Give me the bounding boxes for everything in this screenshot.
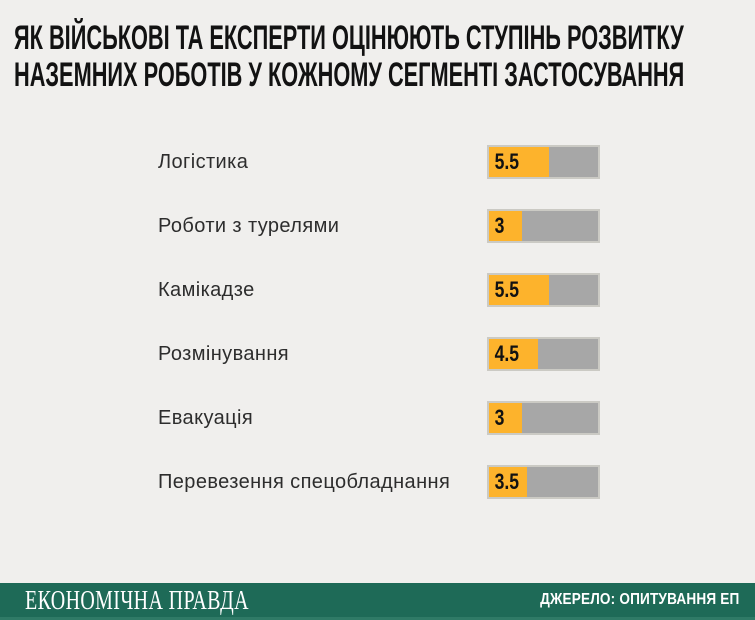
chart-title: ЯК ВІЙСЬКОВІ ТА ЕКСПЕРТИ ОЦІНЮЮТЬ СТУПІН…	[14, 20, 755, 94]
chart-row: Логістика 5.5	[0, 130, 755, 194]
chart-row: Роботи з турелями 3	[0, 194, 755, 258]
bar-value-label: 5.5	[494, 277, 520, 302]
chart-title-line-1: ЯК ВІЙСЬКОВІ ТА ЕКСПЕРТИ ОЦІНЮЮТЬ СТУПІН…	[14, 19, 684, 57]
bar-track: 3	[487, 209, 600, 243]
chart-row: Розмінування 4.5	[0, 322, 755, 386]
bar-fill: 4.5	[489, 339, 539, 369]
category-label: Розмінування	[158, 342, 290, 365]
bar-track: 3	[487, 401, 600, 435]
category-label: Роботи з турелями	[158, 214, 340, 237]
footer-bar: ЕКОНОМІЧНА ПРАВДА ДЖЕРЕЛО: ОПИТУВАННЯ ЕП	[0, 583, 755, 620]
bar-value-label: 3.5	[494, 469, 520, 494]
bar-track: 4.5	[487, 337, 600, 371]
bar-fill: 3	[489, 211, 522, 241]
brand-logo: ЕКОНОМІЧНА ПРАВДА	[25, 584, 249, 615]
bar-value-label: 3	[494, 213, 505, 238]
bar-track: 5.5	[487, 273, 600, 307]
bar-track: 3.5	[487, 465, 600, 499]
bar-fill: 3	[489, 403, 522, 433]
bar-chart: Логістика 5.5 Роботи з турелями 3 Каміка…	[0, 130, 755, 514]
bar-fill: 3.5	[489, 467, 528, 497]
chart-row: Перевезення спецобладнання 3.5	[0, 450, 755, 514]
chart-title-line-2: НАЗЕМНИХ РОБОТІВ У КОЖНОМУ СЕГМЕНТІ ЗАСТ…	[14, 56, 685, 94]
bar-track: 5.5	[487, 145, 600, 179]
bar-value-label: 5.5	[494, 149, 520, 174]
chart-row: Камікадзе 5.5	[0, 258, 755, 322]
source-label: ДЖЕРЕЛО: ОПИТУВАННЯ ЕП	[539, 591, 739, 608]
bar-fill: 5.5	[489, 147, 549, 177]
category-label: Логістика	[158, 150, 249, 173]
chart-row: Евакуація 3	[0, 386, 755, 450]
bar-fill: 5.5	[489, 275, 549, 305]
bar-value-label: 3	[494, 405, 505, 430]
category-label: Перевезення спецобладнання	[158, 470, 451, 493]
category-label: Камікадзе	[158, 278, 255, 301]
bar-value-label: 4.5	[494, 341, 520, 366]
category-label: Евакуація	[158, 406, 254, 429]
